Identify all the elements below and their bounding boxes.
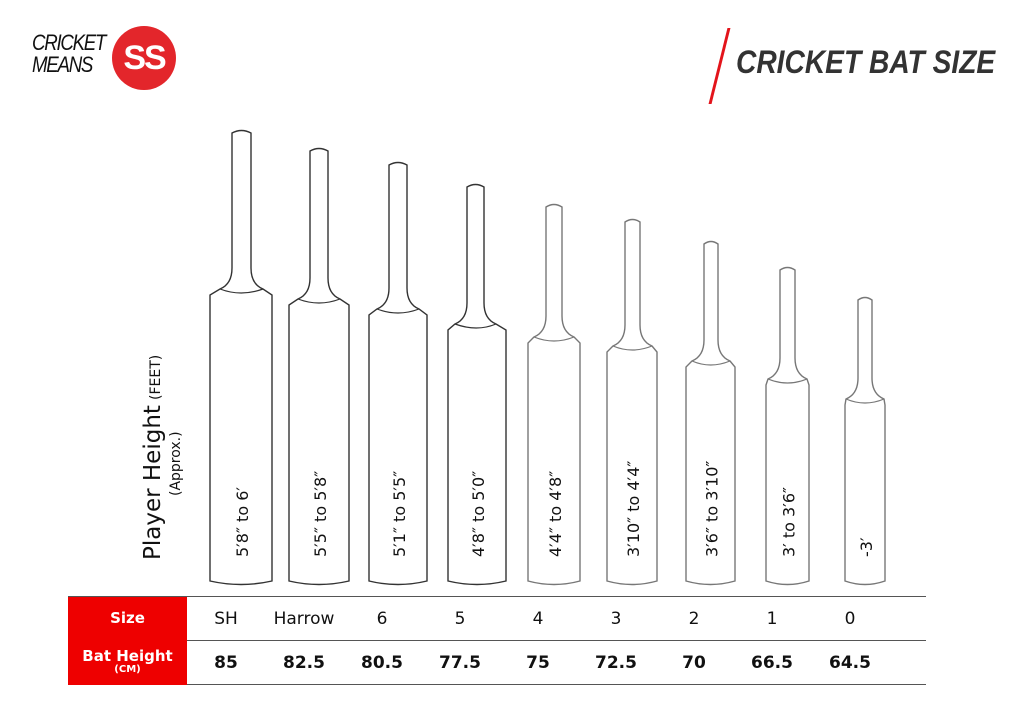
bat-height-cell: 80.5 <box>343 640 421 685</box>
player-height-label: 3′ to 3′6″ <box>780 487 799 557</box>
bat-shoulder-line <box>767 378 808 384</box>
page-title: CRICKET BAT SIZE <box>736 44 996 80</box>
bat-shoulder-line <box>454 323 497 329</box>
bat-outline <box>527 203 581 586</box>
logo-text: CRICKET MEANS <box>32 30 106 77</box>
bat-shoulder-line <box>533 336 575 342</box>
axis-label-player-height: Player Height (FEET) (Approx.) <box>140 354 184 560</box>
size-cell: 5 <box>421 596 499 641</box>
size-row: Size SH Harrow 6 5 4 3 2 1 0 <box>68 596 926 641</box>
bat-height-cell: 70 <box>655 640 733 685</box>
player-height-label: -3′ <box>857 537 876 557</box>
size-cell: 6 <box>343 596 421 641</box>
bat-outline <box>447 183 507 586</box>
size-cell: SH <box>187 596 265 641</box>
size-cell: 0 <box>811 596 889 641</box>
size-cell: 2 <box>655 596 733 641</box>
table-padding <box>889 640 926 685</box>
bat-height-cell: 72.5 <box>577 640 655 685</box>
player-height-label: 3′10″ to 4′4″ <box>624 461 643 557</box>
bat-height-cell: 85 <box>187 640 265 685</box>
table-padding <box>889 596 926 641</box>
bat-shoulder-line <box>845 398 885 404</box>
player-height-label: 5′8″ to 6′ <box>233 487 252 557</box>
bat-height-cell: 75 <box>499 640 577 685</box>
bat-shoulder-line <box>219 288 264 294</box>
size-cell: Harrow <box>265 596 343 641</box>
bat-height-row: Bat Height (CM) 85 82.5 80.5 77.5 75 72.5… <box>68 640 926 685</box>
bat-outline <box>765 266 810 586</box>
bat-shoulder-line <box>612 345 653 351</box>
player-height-label: 4′4″ to 4′8″ <box>546 471 565 557</box>
bat-height-cell: 77.5 <box>421 640 499 685</box>
player-height-label: 3′6″ to 3′10″ <box>703 461 722 557</box>
bat-outline <box>368 161 428 586</box>
bat-outline <box>209 129 273 586</box>
bat-shoulder-line <box>297 298 341 304</box>
logo: CRICKET MEANS SS <box>30 26 190 92</box>
bat-height-cell: 64.5 <box>811 640 889 685</box>
size-table: Size SH Harrow 6 5 4 3 2 1 0 Bat Height(… <box>68 596 926 685</box>
bat-outline <box>685 240 736 586</box>
bat-outline <box>844 296 886 586</box>
size-cell: 4 <box>499 596 577 641</box>
bat-height-cell: 82.5 <box>265 640 343 685</box>
bat-outline <box>606 218 658 586</box>
player-height-label: 5′5″ to 5′8″ <box>311 471 330 557</box>
bat-shoulder-line <box>691 360 731 366</box>
bat-shoulder-line <box>376 308 420 314</box>
logo-ss-mark: SS <box>112 26 176 90</box>
bat-height-cell: 66.5 <box>733 640 811 685</box>
size-cell: 1 <box>733 596 811 641</box>
size-header: Size <box>68 596 187 641</box>
bat-height-header: Bat Height (CM) <box>68 640 187 685</box>
bat-outline <box>288 147 350 586</box>
player-height-label: 4′8″ to 5′0″ <box>469 471 488 557</box>
size-cell: 3 <box>577 596 655 641</box>
player-height-label: 5′1″ to 5′5″ <box>390 471 409 557</box>
